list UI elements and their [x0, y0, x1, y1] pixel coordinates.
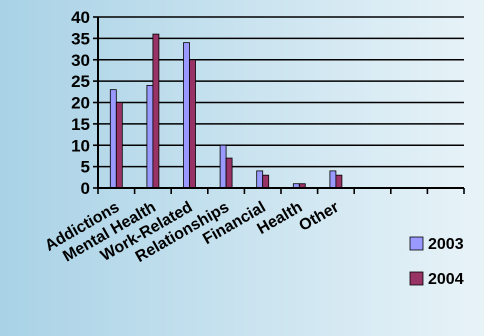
legend-swatch-2003: [409, 236, 424, 251]
bar-2004-Addictions: [115, 102, 123, 189]
y-axis-ticks: 0 5 10 15 20 25 30 35 40: [71, 8, 90, 198]
bar-2003-Relationships: [219, 144, 227, 189]
y-tick-label: 0: [81, 179, 90, 198]
y-tick-label: 25: [71, 72, 90, 91]
bar-2003-Mental Health: [146, 85, 154, 189]
y-tick-label: 5: [81, 158, 90, 177]
y-tick-label: 35: [71, 29, 90, 48]
bar-2003-Financial: [256, 170, 264, 189]
y-tick-label: 10: [71, 136, 90, 155]
bar-2004-Work-Related: [189, 59, 196, 189]
legend-label-2004: 2004: [428, 271, 464, 288]
legend: 2003 2004: [409, 236, 464, 288]
bar-2003-Addictions: [109, 89, 117, 189]
y-tick-label: 30: [71, 51, 90, 70]
legend-swatch-2004: [409, 271, 424, 286]
bar-2003-Work-Related: [183, 42, 190, 189]
bar-2004-Other: [335, 174, 343, 189]
y-tick-label: 20: [71, 94, 90, 113]
bar-2004-Relationships: [225, 157, 233, 189]
bar-2004-Financial: [262, 174, 270, 189]
bar-2004-Mental Health: [152, 33, 160, 189]
y-tick-label: 15: [71, 115, 90, 134]
axes: [93, 16, 465, 194]
bar-2003-Other: [329, 170, 337, 189]
y-tick-label: 40: [71, 8, 90, 27]
legend-label-2003: 2003: [428, 236, 464, 253]
